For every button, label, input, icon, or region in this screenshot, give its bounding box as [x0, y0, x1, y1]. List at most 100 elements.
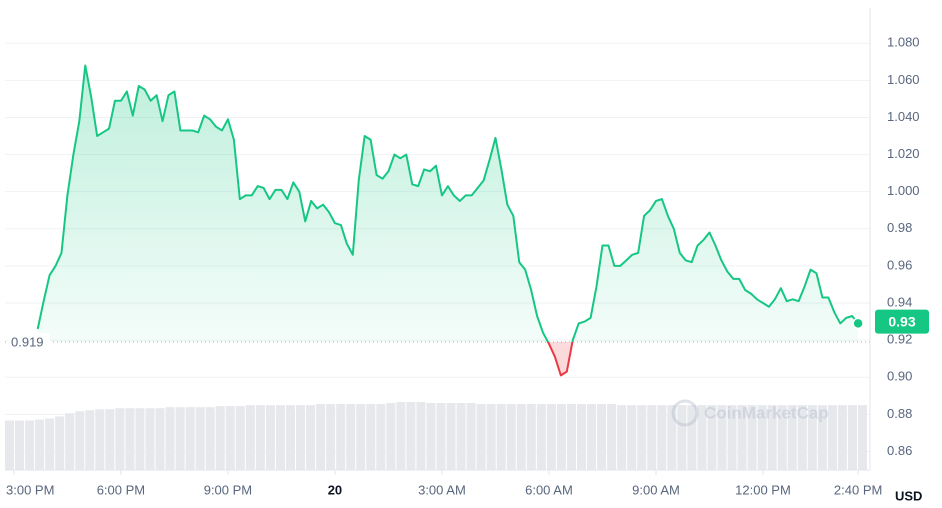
watermark: CoinMarketCap	[671, 399, 829, 427]
x-tick-label: 20	[328, 482, 342, 497]
volume-bar	[807, 405, 817, 470]
volume-bar	[456, 403, 466, 470]
volume-bar	[406, 402, 416, 470]
volume-bar	[446, 403, 456, 470]
volume-bar	[105, 409, 115, 470]
x-tick-label: 12:00 PM	[735, 482, 791, 497]
volume-bar	[506, 404, 516, 470]
volume-bar	[245, 405, 255, 470]
volume-bar	[145, 408, 155, 470]
volume-bar	[306, 405, 316, 470]
reference-label-bg	[8, 332, 50, 351]
volume-bar	[255, 405, 265, 470]
y-tick-label: 1.020	[887, 146, 920, 161]
volume-bar	[65, 413, 75, 470]
volume-bar	[366, 404, 376, 470]
x-tick-label: 3:00 AM	[418, 482, 466, 497]
volume-bar	[697, 405, 707, 470]
volume-bar	[546, 404, 556, 470]
volume-bar	[326, 404, 336, 470]
volume-bar	[647, 405, 657, 470]
volume-bar	[737, 405, 747, 470]
volume-bar	[175, 407, 185, 470]
axes: 0.86 0.88 0.90 0.92 0.94 0.96 0.98 1.000 1.020 1.…	[5, 8, 929, 497]
y-tick-label: 1.080	[887, 35, 920, 50]
last-point	[852, 317, 864, 330]
area	[37, 65, 859, 376]
volume-bar	[476, 404, 486, 470]
volume-bar	[516, 404, 526, 470]
volume-bar	[667, 405, 677, 470]
volume-bar	[215, 406, 225, 470]
area-up	[37, 65, 859, 342]
volume-bar	[526, 404, 536, 470]
volume-bar	[95, 409, 105, 470]
volume-bar	[486, 404, 496, 470]
volume-bar	[185, 407, 195, 470]
volume-bar	[165, 407, 175, 470]
y-tick-label: 0.86	[887, 443, 912, 458]
volume-bar	[837, 405, 847, 470]
volume-bar	[677, 405, 687, 470]
volume-bar	[85, 410, 95, 470]
volume-bar	[436, 403, 446, 470]
y-tick-label: 0.96	[887, 257, 912, 272]
volume-bar	[235, 406, 245, 470]
volume-bar	[617, 405, 627, 470]
volume-bar	[466, 403, 476, 470]
volume-bar	[35, 419, 45, 470]
volume-bar	[637, 405, 647, 470]
volume-bar	[576, 404, 587, 470]
volume-bar	[386, 403, 396, 470]
volume-bar	[416, 402, 426, 470]
y-tick-label: 1.000	[887, 183, 920, 198]
volume-bar	[396, 402, 406, 470]
y-tick-label: 1.060	[887, 72, 920, 87]
volume-bar	[797, 405, 807, 470]
volume-bar	[75, 411, 85, 470]
volume-bar	[707, 405, 717, 470]
volume-bar	[15, 420, 25, 470]
volume-bar	[587, 404, 597, 470]
volume-bar	[627, 405, 637, 470]
watermark-text: CoinMarketCap	[704, 403, 829, 422]
y-tick-label: 0.88	[887, 406, 912, 421]
volume-bar	[536, 404, 546, 470]
volume-bar	[225, 406, 235, 470]
volume-bar	[316, 404, 326, 470]
volume-bar	[135, 408, 145, 470]
volume-bar	[426, 403, 436, 470]
reference: 0.919	[5, 332, 870, 351]
volume-bar	[747, 405, 757, 470]
volume-bar	[687, 405, 697, 470]
x-tick-label: 3:00 PM	[6, 482, 54, 497]
price-line-up	[36, 64, 859, 342]
volume-bar	[115, 408, 125, 470]
y-tick-label: 0.98	[887, 220, 912, 235]
y-tick-label: 0.92	[887, 332, 912, 347]
currency-label: USD	[895, 488, 922, 503]
x-tick-label: 9:00 AM	[632, 482, 680, 497]
volume-bar	[55, 416, 65, 470]
x-tick-label: 6:00 PM	[97, 482, 145, 497]
volume-bar	[657, 405, 667, 470]
price-badge-label: 0.93	[888, 313, 915, 329]
volume-bar	[195, 407, 205, 470]
volume-bar	[777, 405, 787, 470]
volume-bar	[25, 420, 35, 470]
x-tick-label: 6:00 AM	[525, 482, 573, 497]
volume-bar	[346, 404, 356, 470]
volume-bar	[556, 404, 566, 470]
volume-bar	[336, 404, 346, 470]
volume-bar	[607, 404, 617, 470]
volume-bar	[717, 405, 727, 470]
volume-bar	[496, 404, 506, 470]
y-tick-label: 0.94	[887, 294, 912, 309]
volume-bar	[45, 418, 55, 470]
volume-bar	[265, 405, 275, 470]
volume-bar	[296, 405, 306, 470]
volume-bar	[285, 405, 296, 470]
volume-bar	[597, 404, 607, 470]
volume-bar	[125, 408, 135, 470]
